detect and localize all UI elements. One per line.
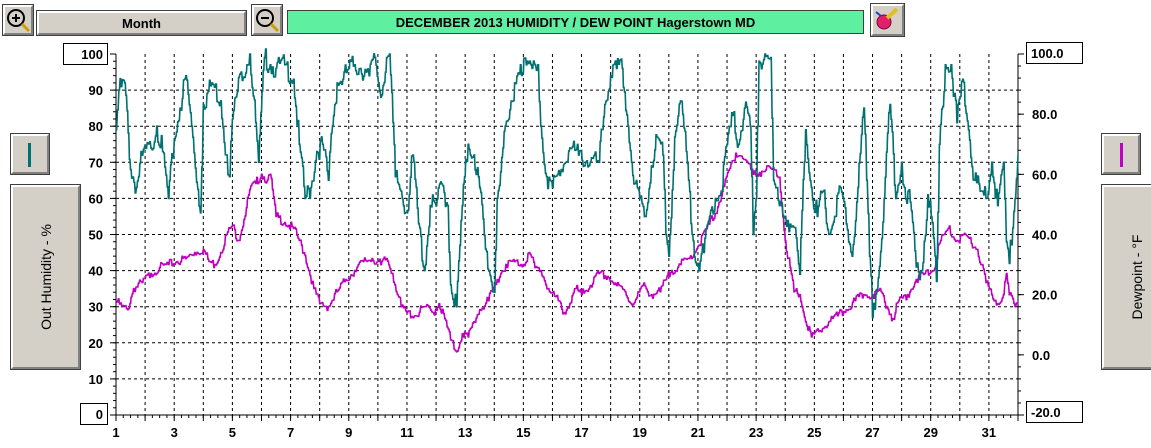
- x-tick-label: 31: [982, 425, 996, 440]
- x-tick-label: 25: [807, 425, 821, 440]
- chart-title-text: DECEMBER 2013 HUMIDITY / DEW POINT Hager…: [395, 14, 756, 30]
- data-lines: [115, 48, 1019, 353]
- x-tick-label: 13: [458, 425, 472, 440]
- left-tick-label: 20: [89, 336, 103, 351]
- month-mode-label: Month: [122, 15, 161, 31]
- month-mode-button[interactable]: Month: [36, 10, 247, 36]
- left-tick-label: 90: [89, 83, 103, 98]
- left-axis-min-value: 0: [95, 406, 103, 422]
- axis-ticks: [110, 53, 1024, 421]
- dewpoint-series-line: [115, 152, 1019, 353]
- plot-frame: [115, 54, 1019, 417]
- right-tick-label: 40.0: [1032, 228, 1057, 243]
- left-axis-label-button[interactable]: Out Humidity - %: [10, 184, 81, 370]
- right-axis-min-box[interactable]: -20.0: [1026, 401, 1083, 423]
- x-tick-label: 11: [400, 425, 414, 440]
- x-tick-label: 19: [633, 425, 647, 440]
- left-axis-max-box[interactable]: 100: [63, 43, 108, 65]
- right-axis-max-box[interactable]: 100.0: [1026, 42, 1083, 64]
- x-tick-label: 15: [516, 425, 530, 440]
- right-axis-max-value: 100.0: [1031, 45, 1064, 61]
- left-axis-label: Out Humidity - %: [37, 224, 54, 330]
- right-tick-label: 60.0: [1032, 167, 1057, 182]
- humidity-color-swatch: [28, 143, 31, 167]
- right-axis-min-value: -20.0: [1031, 404, 1061, 420]
- x-tick-label: 9: [345, 425, 352, 440]
- left-tick-label: 70: [89, 155, 103, 170]
- left-tick-label: 80: [89, 119, 103, 134]
- color-picker-button[interactable]: [870, 3, 905, 37]
- zoom-out-button[interactable]: [251, 4, 283, 36]
- zoom-in-button[interactable]: [2, 4, 34, 36]
- left-tick-label: 30: [89, 300, 103, 315]
- left-axis-max-value: 100: [81, 46, 103, 62]
- zoom-in-icon: [7, 9, 31, 33]
- left-tick-label: 10: [89, 372, 103, 387]
- paint-palette-icon: [875, 7, 899, 30]
- right-tick-label: 0.0: [1032, 348, 1050, 363]
- dewpoint-series-swatch-button[interactable]: [1101, 133, 1141, 175]
- chart-grid: [116, 54, 1018, 415]
- x-tick-label: 21: [691, 425, 705, 440]
- x-tick-label: 5: [229, 425, 236, 440]
- left-tick-label: 50: [89, 228, 103, 243]
- x-tick-label: 27: [865, 425, 879, 440]
- left-axis-min-box[interactable]: 0: [80, 403, 108, 425]
- zoom-out-icon: [256, 9, 280, 33]
- right-axis-label: Dewpoint - °F: [1128, 234, 1145, 320]
- chart-title: DECEMBER 2013 HUMIDITY / DEW POINT Hager…: [287, 10, 864, 34]
- x-tick-label: 17: [574, 425, 588, 440]
- dewpoint-color-swatch: [1120, 143, 1123, 167]
- right-tick-label: 20.0: [1032, 288, 1057, 303]
- right-axis-label-button[interactable]: Dewpoint - °F: [1101, 184, 1151, 370]
- x-tick-label: 7: [287, 425, 294, 440]
- right-tick-label: 80.0: [1032, 107, 1057, 122]
- humidity-series-line: [115, 48, 1019, 319]
- left-tick-label: 60: [89, 191, 103, 206]
- x-tick-label: 3: [171, 425, 178, 440]
- x-tick-label: 23: [749, 425, 763, 440]
- left-tick-label: 40: [89, 264, 103, 279]
- x-tick-label: 1: [112, 425, 119, 440]
- humidity-series-swatch-button[interactable]: [10, 133, 50, 175]
- x-tick-label: 29: [923, 425, 937, 440]
